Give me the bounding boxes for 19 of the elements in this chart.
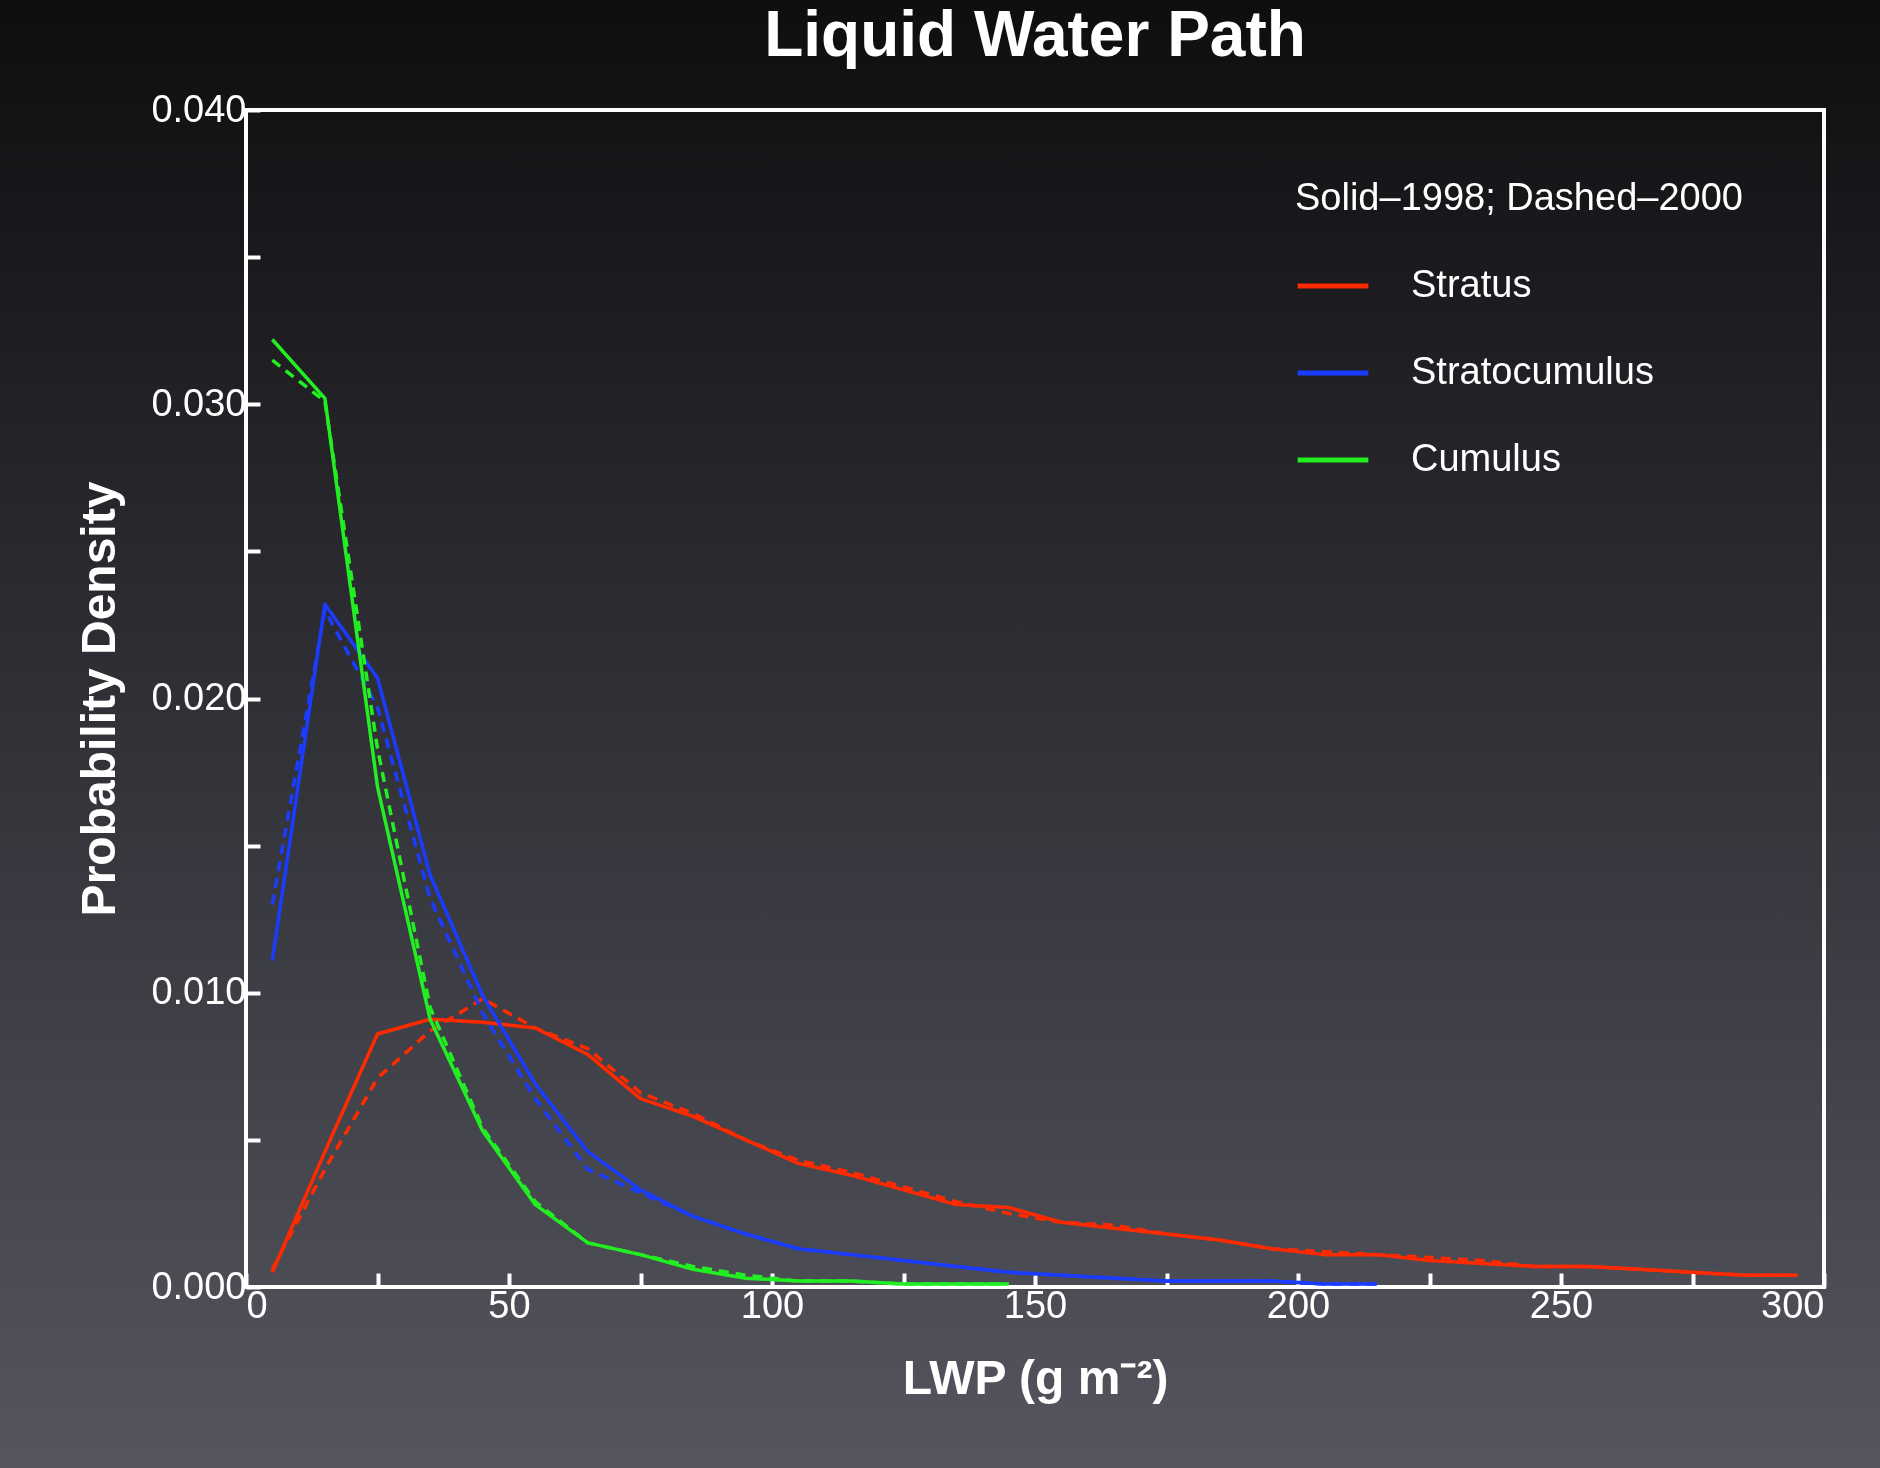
y-tick-label: 0.020: [151, 676, 247, 718]
legend-label: Cumulus: [1411, 437, 1561, 479]
y-tick-label: 0.000: [151, 1264, 247, 1307]
y-tick-label: 0.030: [151, 381, 247, 424]
legend-label: Stratocumulus: [1411, 350, 1654, 392]
y-tick-label: 0.040: [151, 87, 247, 130]
x-tick-label: 250: [1529, 1283, 1594, 1326]
x-tick-label: 100: [740, 1283, 805, 1326]
x-tick-label: 50: [488, 1283, 531, 1326]
y-tick-label: 0.010: [151, 970, 247, 1013]
x-tick-label: 150: [1003, 1283, 1068, 1326]
chart-title: Liquid Water Path: [764, 0, 1306, 70]
x-tick-label: 300: [1761, 1283, 1825, 1326]
legend-title: Solid–1998; Dashed–2000: [1295, 176, 1743, 218]
y-axis-title: Probability Density: [72, 481, 126, 917]
x-tick-label: 200: [1266, 1283, 1331, 1326]
x-axis-title: LWP (g m⁻²): [902, 1350, 1169, 1404]
x-tick-label: 0: [246, 1283, 268, 1326]
legend-label: Stratus: [1411, 263, 1532, 305]
